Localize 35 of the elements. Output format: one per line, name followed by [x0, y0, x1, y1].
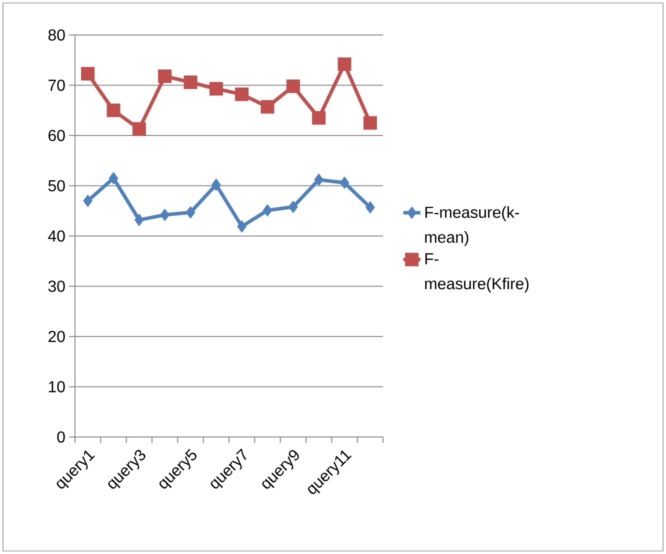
point: [184, 75, 198, 89]
point: [365, 201, 375, 214]
point: [134, 214, 144, 226]
y-tick-label: 50: [48, 180, 65, 192]
point: [338, 57, 352, 71]
y-tick-label: 70: [48, 80, 65, 91]
point: [81, 66, 95, 80]
point: [108, 172, 118, 184]
point: [211, 178, 221, 191]
y-tick-label: 0: [57, 431, 65, 443]
point: [237, 220, 247, 233]
y-tick-label: 30: [48, 280, 65, 292]
point: [106, 104, 120, 118]
legend-label: F-measure(k-mean): [425, 206, 520, 246]
point: [314, 173, 324, 186]
point: [260, 100, 274, 114]
point: [312, 111, 326, 125]
point: [160, 208, 170, 222]
point: [262, 204, 272, 217]
y-tick-label: 80: [48, 29, 65, 41]
point: [83, 194, 93, 208]
point: [363, 116, 377, 130]
point: [340, 176, 350, 189]
legend-label: F-measure(Kfire): [425, 253, 528, 292]
point: [186, 206, 196, 219]
y-tick-label: 40: [48, 230, 65, 242]
point: [286, 80, 300, 94]
y-tick-label: 10: [48, 381, 65, 392]
point: [235, 88, 249, 102]
point: [132, 122, 146, 136]
y-tick-label: 60: [48, 130, 65, 142]
point: [288, 200, 298, 214]
point: [209, 82, 223, 96]
point: [158, 69, 172, 83]
y-tick-label: 20: [48, 330, 65, 342]
